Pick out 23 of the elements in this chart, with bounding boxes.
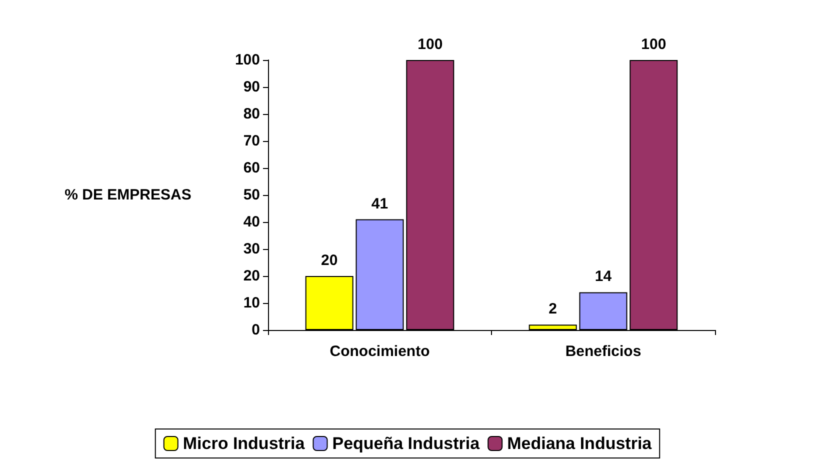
y-tick-label: 40 bbox=[243, 214, 260, 230]
y-tick-label: 90 bbox=[243, 78, 260, 96]
y-tick-label: 60 bbox=[243, 160, 260, 176]
y-tick-label: 80 bbox=[243, 106, 260, 122]
legend-label: Micro Industria bbox=[182, 434, 306, 453]
data-label: 100 bbox=[641, 36, 666, 53]
legend-label: Pequeña Industria bbox=[332, 434, 480, 453]
data-label: 14 bbox=[594, 268, 612, 286]
y-tick-label: 100 bbox=[234, 52, 260, 68]
x-tick-label: Beneficios bbox=[565, 343, 642, 360]
x-tick-label: Conocimiento bbox=[330, 343, 430, 360]
y-tick-label: 20 bbox=[243, 268, 260, 284]
y-tick-label: 0 bbox=[252, 322, 260, 338]
data-label: 100 bbox=[418, 36, 443, 53]
data-label: 20 bbox=[321, 252, 338, 269]
data-label: 41 bbox=[371, 195, 388, 212]
legend-label: Mediana Industria bbox=[507, 434, 652, 453]
y-tick-label: 70 bbox=[243, 132, 260, 150]
y-axis-title: % DE EMPRESAS bbox=[64, 186, 192, 204]
y-tick-label: 30 bbox=[243, 240, 260, 258]
data-label: 2 bbox=[548, 300, 558, 318]
y-tick-label: 50 bbox=[243, 186, 260, 204]
y-tick-label: 10 bbox=[243, 294, 260, 312]
